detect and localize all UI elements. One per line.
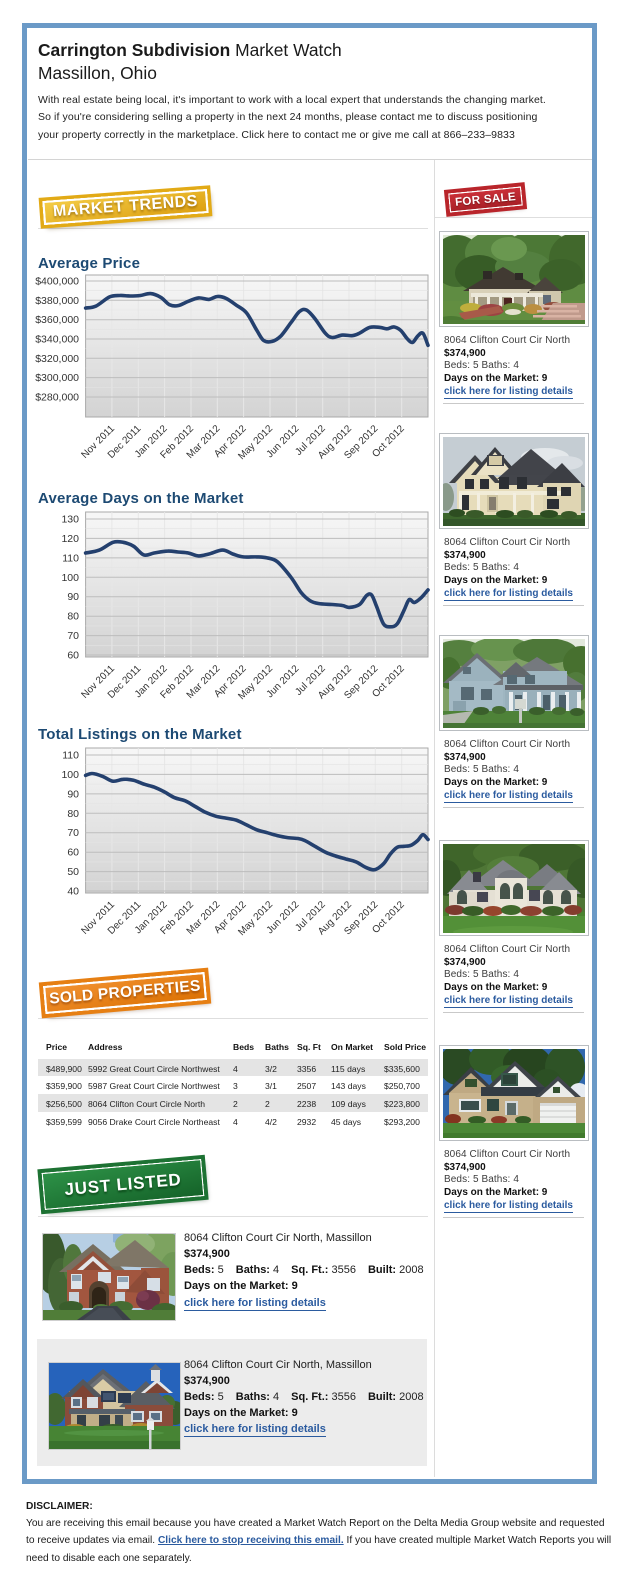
svg-text:100: 100 (61, 572, 79, 584)
svg-text:90: 90 (67, 788, 79, 800)
svg-text:$320,000: $320,000 (35, 353, 79, 365)
svg-text:$340,000: $340,000 (35, 334, 79, 346)
svg-text:80: 80 (67, 808, 79, 820)
svg-text:120: 120 (61, 533, 79, 545)
svg-text:$360,000: $360,000 (35, 314, 79, 326)
svg-text:100: 100 (61, 769, 79, 781)
svg-text:$380,000: $380,000 (35, 295, 79, 307)
svg-text:70: 70 (67, 827, 79, 839)
svg-text:60: 60 (67, 847, 79, 859)
svg-text:$280,000: $280,000 (35, 392, 79, 404)
svg-text:40: 40 (67, 886, 79, 898)
svg-text:90: 90 (67, 591, 79, 603)
svg-text:60: 60 (67, 650, 79, 662)
svg-text:$400,000: $400,000 (35, 276, 79, 288)
svg-text:110: 110 (62, 552, 79, 564)
svg-text:$300,000: $300,000 (35, 372, 79, 384)
svg-text:130: 130 (61, 514, 79, 526)
svg-text:80: 80 (67, 611, 79, 623)
svg-text:70: 70 (67, 630, 79, 642)
svg-text:110: 110 (62, 750, 79, 762)
svg-text:50: 50 (67, 866, 79, 878)
